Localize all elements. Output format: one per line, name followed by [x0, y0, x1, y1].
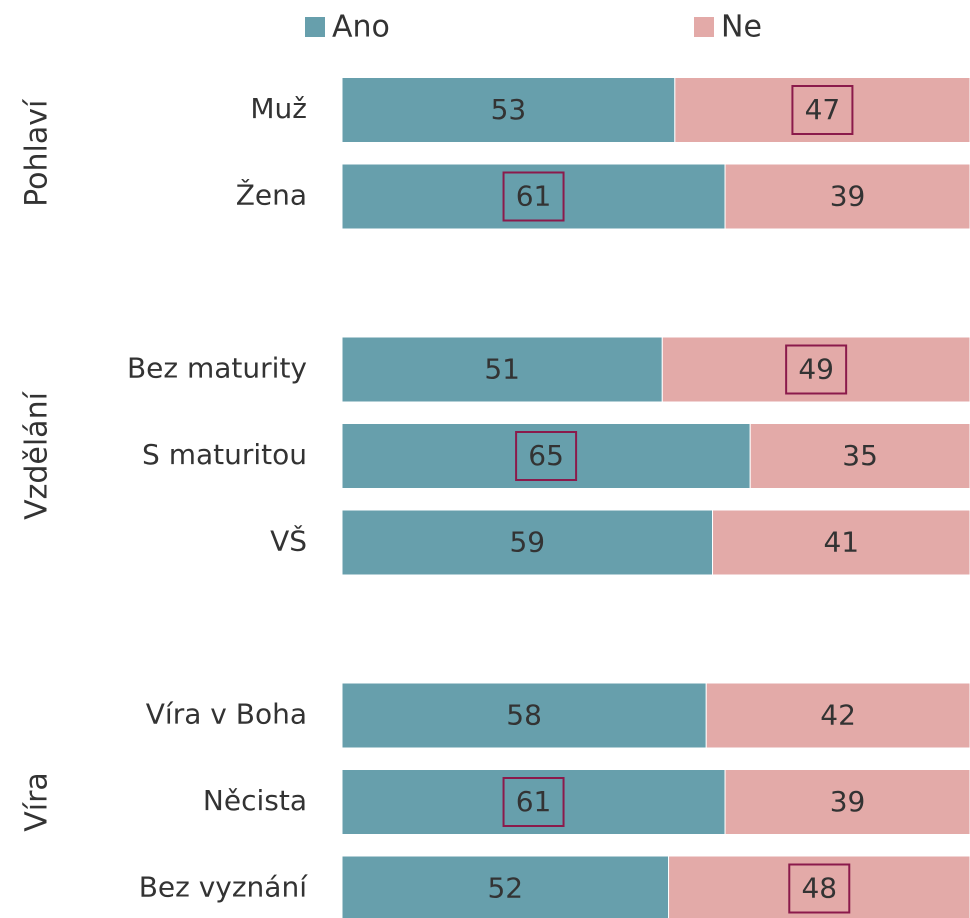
highlight-box: [502, 171, 565, 222]
category-label: Víra v Boha: [146, 698, 307, 731]
value-label: 61: [516, 180, 552, 213]
group-label: Vzdělání: [20, 390, 55, 520]
value-label: 49: [798, 353, 834, 386]
bar-segment: [341, 855, 670, 918]
value-label: 61: [516, 785, 552, 818]
category-label: Žena: [236, 178, 307, 212]
value-label: 48: [801, 872, 837, 905]
category-label: S maturitou: [142, 438, 307, 471]
bar-segment: [724, 163, 970, 230]
bar-segment: [712, 509, 970, 576]
highlight-box: [502, 777, 565, 827]
value-label: 39: [830, 785, 866, 818]
category-label: VŠ: [270, 524, 307, 558]
legend-swatch: [305, 17, 325, 37]
bar-segment: [341, 509, 714, 576]
bar-segment: [661, 336, 970, 403]
highlight-box: [785, 344, 848, 395]
value-label: 42: [820, 699, 856, 732]
value-label: 53: [491, 93, 527, 126]
group-label: Víra: [20, 772, 55, 832]
value-label: 52: [487, 872, 523, 905]
value-label: 59: [509, 526, 545, 559]
category-label: Muž: [250, 92, 307, 125]
value-label: 47: [805, 93, 841, 126]
category-label: Bez maturity: [127, 352, 307, 385]
group-label: Pohlaví: [20, 98, 55, 207]
value-label: 65: [528, 439, 564, 472]
category-label: Bez vyznání: [139, 871, 309, 904]
value-label: 41: [823, 526, 859, 559]
bar-segment: [341, 163, 726, 230]
bar-segment: [341, 769, 726, 835]
bar-segment: [341, 423, 751, 489]
legend-label: Ne: [721, 10, 762, 45]
legend-swatch: [694, 17, 714, 37]
bar-segment: [705, 682, 970, 749]
highlight-box: [788, 863, 851, 914]
legend-label: Ano: [332, 10, 390, 45]
bar-segment: [724, 769, 970, 835]
category-label: Něcista: [203, 784, 307, 817]
value-label: 58: [506, 699, 542, 732]
value-label: 39: [830, 180, 866, 213]
highlight-box: [515, 431, 578, 481]
bar-segment: [749, 423, 970, 489]
bar-segment: [674, 77, 970, 143]
bar-segment: [668, 855, 970, 918]
highlight-box: [791, 85, 854, 135]
value-label: 35: [842, 439, 878, 472]
bar-segment: [341, 77, 676, 143]
value-label: 51: [484, 353, 520, 386]
